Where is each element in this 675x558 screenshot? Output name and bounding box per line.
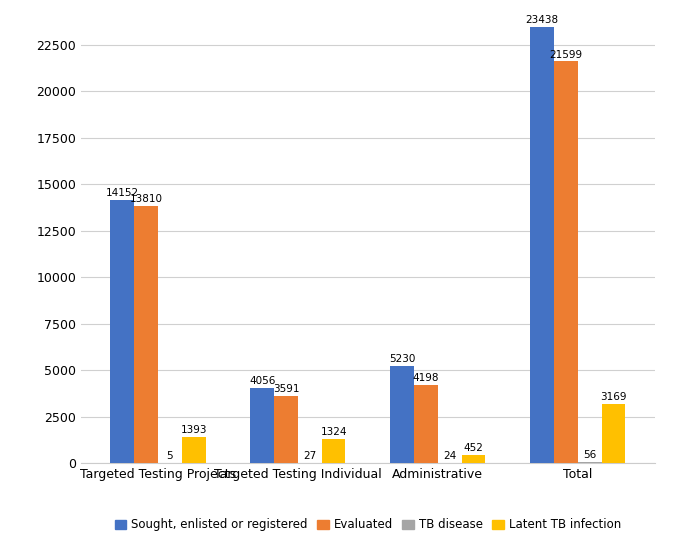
Bar — [182, 437, 206, 463]
Bar — [578, 462, 601, 463]
Bar — [554, 61, 578, 463]
Text: 13810: 13810 — [130, 194, 163, 204]
Bar — [414, 385, 438, 463]
Bar — [462, 455, 485, 463]
Text: 56: 56 — [583, 450, 596, 460]
Legend: Sought, enlisted or registered, Evaluated, TB disease, Latent TB infection: Sought, enlisted or registered, Evaluate… — [110, 514, 626, 536]
Bar — [134, 206, 158, 463]
Bar — [250, 388, 274, 463]
Text: 14152: 14152 — [106, 188, 139, 198]
Bar — [322, 439, 346, 463]
Bar — [274, 396, 298, 463]
Text: 5: 5 — [167, 451, 173, 461]
Text: 1324: 1324 — [321, 427, 347, 437]
Text: 4056: 4056 — [249, 376, 275, 386]
Text: 3169: 3169 — [600, 392, 626, 402]
Text: 1393: 1393 — [180, 425, 207, 435]
Text: 4198: 4198 — [412, 373, 439, 383]
Text: 24: 24 — [443, 451, 456, 461]
Text: 3591: 3591 — [273, 384, 299, 395]
Text: 23438: 23438 — [526, 15, 559, 25]
Bar — [601, 404, 625, 463]
Bar — [390, 366, 414, 463]
Text: 21599: 21599 — [549, 50, 583, 60]
Text: 452: 452 — [464, 443, 483, 453]
Bar — [111, 200, 134, 463]
Text: 5230: 5230 — [389, 354, 415, 364]
Text: 27: 27 — [303, 451, 317, 461]
Bar — [530, 27, 554, 463]
